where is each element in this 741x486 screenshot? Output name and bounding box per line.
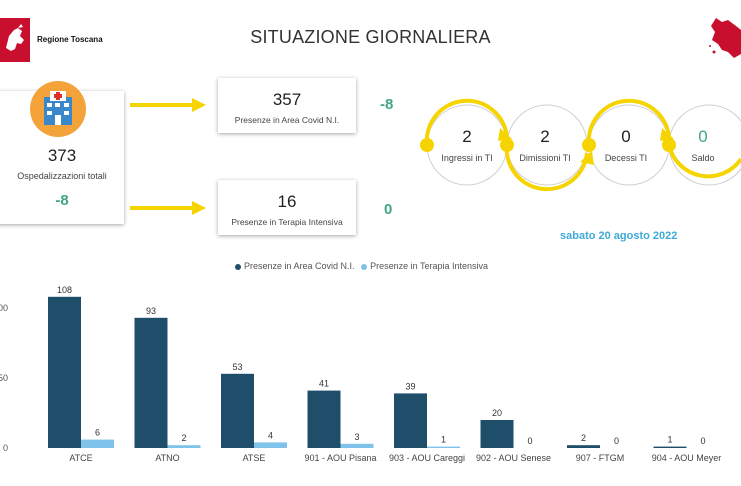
report-date: sabato 20 agosto 2022 xyxy=(560,230,678,242)
bar-value-label: 1 xyxy=(667,435,672,445)
tuscany-map-icon xyxy=(709,18,741,58)
bar-area-covid xyxy=(307,390,341,448)
bar-value-label: 93 xyxy=(146,306,156,316)
ti-label: Presenze in Terapia Intensiva xyxy=(231,217,343,227)
bar-value-label: 108 xyxy=(57,285,72,295)
x-category-label: ATCE xyxy=(69,453,92,463)
bar-value-label: 0 xyxy=(700,436,705,446)
bar-value-label: 41 xyxy=(319,379,329,389)
total-value: 373 xyxy=(47,146,77,165)
x-category-label: 902 - AOU Senese xyxy=(476,453,551,463)
flow-dimissioni-label: Dimissioni TI xyxy=(519,153,571,163)
legend-label-area-covid: Presenze in Area Covid N.I. xyxy=(244,261,355,271)
x-category-label: ATSE xyxy=(243,453,266,463)
y-tick-label: 50 xyxy=(0,373,8,383)
bar-value-label: 3 xyxy=(354,432,359,442)
flow-diagram xyxy=(420,98,741,192)
area-covid-value: 357 xyxy=(272,90,302,109)
flow-dimissioni-value: 2 xyxy=(540,127,550,146)
bar-terapia-intensiva xyxy=(81,439,114,448)
x-category-label: 907 - FTGM xyxy=(576,453,625,463)
bar-value-label: 39 xyxy=(405,381,415,391)
hospital-icon xyxy=(30,81,86,137)
chart-legend: Presenze in Area Covid N.I. Presenze in … xyxy=(235,261,488,271)
legend-item-terapia-intensiva: Presenze in Terapia Intensiva xyxy=(361,261,488,271)
legend-item-area-covid: Presenze in Area Covid N.I. xyxy=(235,261,355,271)
bar-terapia-intensiva xyxy=(340,443,374,448)
bar-area-covid xyxy=(480,420,514,448)
arrow-to-terapia-intensiva xyxy=(130,201,206,215)
area-covid-label: Presenze in Area Covid N.I. xyxy=(234,115,340,125)
total-label: Ospedalizzazioni totali xyxy=(17,171,107,181)
bar-area-covid xyxy=(567,445,600,448)
bar-value-label: 1 xyxy=(441,435,446,445)
bar-area-covid xyxy=(653,446,687,448)
bar-value-label: 2 xyxy=(581,433,586,443)
ti-value: 16 xyxy=(277,192,297,211)
bar-area-covid xyxy=(221,373,254,448)
total-delta: -8 xyxy=(55,192,69,209)
x-category-label: 903 - AOU Careggi xyxy=(389,453,465,463)
bar-terapia-intensiva xyxy=(254,442,287,448)
x-category-label: 901 - AOU Pisana xyxy=(304,453,376,463)
flow-saldo-value: 0 xyxy=(698,127,708,146)
flow-saldo-label: Saldo xyxy=(691,153,715,163)
bar-value-label: 6 xyxy=(95,428,100,438)
bar-terapia-intensiva xyxy=(427,446,460,448)
flow-ingressi-label: Ingressi in TI xyxy=(441,153,493,163)
y-tick-label: 0 xyxy=(3,443,8,453)
bar-value-label: 20 xyxy=(492,408,502,418)
bar-value-label: 2 xyxy=(181,433,186,443)
flow-ingressi-value: 2 xyxy=(462,127,472,146)
bar-area-covid xyxy=(134,317,168,448)
x-category-label: ATNO xyxy=(155,453,179,463)
bar-value-label: 53 xyxy=(232,362,242,372)
total-hospitalizations-card: 373 Ospedalizzazioni totali -8 xyxy=(0,81,124,224)
bar-value-label: 4 xyxy=(268,430,273,440)
page-title: SITUAZIONE GIORNALIERA xyxy=(250,27,491,47)
bar-area-covid xyxy=(48,296,81,448)
regione-toscana-logo xyxy=(0,18,30,62)
legend-label-terapia-intensiva: Presenze in Terapia Intensiva xyxy=(370,261,488,271)
arrow-to-area-covid xyxy=(130,98,206,112)
flow-decessi-label: Decessi TI xyxy=(604,153,648,163)
area-covid-delta: -8 xyxy=(380,96,394,113)
bar-area-covid xyxy=(394,393,427,448)
terapia-intensiva-card: 16 Presenze in Terapia Intensiva xyxy=(218,180,356,235)
bar-value-label: 0 xyxy=(614,436,619,446)
brand-name: Regione Toscana xyxy=(37,35,103,44)
bar-chart: 0501001086ATCE932ATNO534ATSE413901 - AOU… xyxy=(0,285,722,463)
ti-delta: 0 xyxy=(384,201,393,218)
x-category-label: 904 - AOU Meyer xyxy=(652,453,722,463)
bar-value-label: 0 xyxy=(527,436,532,446)
flow-decessi-value: 0 xyxy=(621,127,631,146)
y-tick-label: 100 xyxy=(0,303,8,313)
bar-terapia-intensiva xyxy=(167,445,201,448)
area-covid-card: 357 Presenze in Area Covid N.I. xyxy=(218,78,356,133)
